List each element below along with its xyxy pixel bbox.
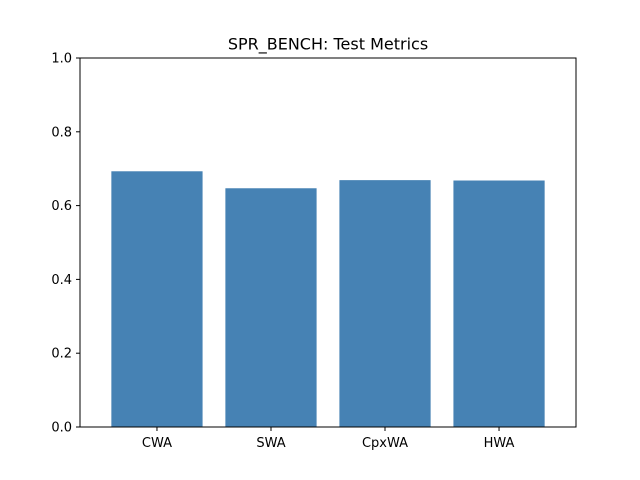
y-tick-label: 0.6 <box>51 199 72 214</box>
bars-group <box>111 171 545 427</box>
y-tick-label: 0.0 <box>51 421 72 436</box>
x-tick-label: CpxWA <box>362 436 408 451</box>
x-tick-label: SWA <box>256 436 285 451</box>
x-axis-ticks: CWA SWA CpxWA HWA <box>142 427 515 451</box>
chart-title: SPR_BENCH: Test Metrics <box>228 35 428 55</box>
x-tick-label: CWA <box>142 436 172 451</box>
y-tick-label: 1.0 <box>51 52 72 67</box>
plot-frame <box>79 57 577 428</box>
y-tick-label: 0.8 <box>51 125 72 140</box>
axes-frame <box>79 57 577 428</box>
y-tick-label: 0.2 <box>51 347 72 362</box>
x-tick-label: HWA <box>484 436 515 451</box>
bar-cpxwa <box>339 180 431 427</box>
y-axis-ticks: 0.0 0.2 0.4 0.6 0.8 1.0 <box>51 52 80 436</box>
bar-cwa <box>111 171 203 427</box>
y-tick-label: 0.4 <box>51 273 72 288</box>
bar-swa <box>225 188 317 427</box>
bar-hwa <box>453 180 545 427</box>
